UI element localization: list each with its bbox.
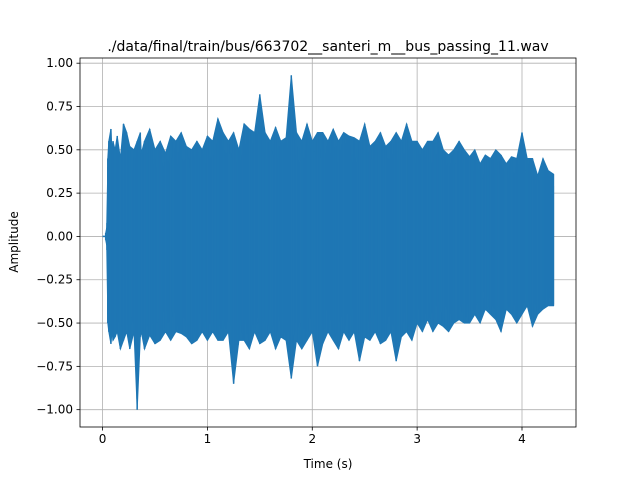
x-tick-label: 2 (308, 432, 316, 446)
y-tick-label: −0.50 (36, 316, 73, 330)
y-tick-label: 0.00 (46, 229, 73, 243)
y-tick-label: 0.25 (46, 186, 73, 200)
chart-title: ./data/final/train/bus/663702__santeri_m… (107, 39, 548, 55)
y-tick-label: 0.75 (46, 100, 73, 114)
y-tick-label: −0.25 (36, 273, 73, 287)
ticks: 0 1 2 3 4 −1.00 −0.75 −0.50 −0.25 0.00 0.25 0.50 0.7… (36, 56, 526, 446)
axes-frame (79, 57, 577, 428)
x-tick-label: 1 (204, 432, 212, 446)
y-axis-label: Amplitude (7, 211, 21, 273)
x-tick-label: 0 (99, 432, 107, 446)
plot-area (102, 75, 555, 410)
y-tick-label: 0.50 (46, 143, 73, 157)
y-tick-label: 1.00 (46, 56, 73, 70)
x-tick-label: 3 (413, 432, 421, 446)
x-axis-label: Time (s) (303, 457, 353, 471)
y-tick-label: −0.75 (36, 359, 73, 373)
x-tick-label: 4 (518, 432, 526, 446)
y-tick-label: −1.00 (36, 403, 73, 417)
